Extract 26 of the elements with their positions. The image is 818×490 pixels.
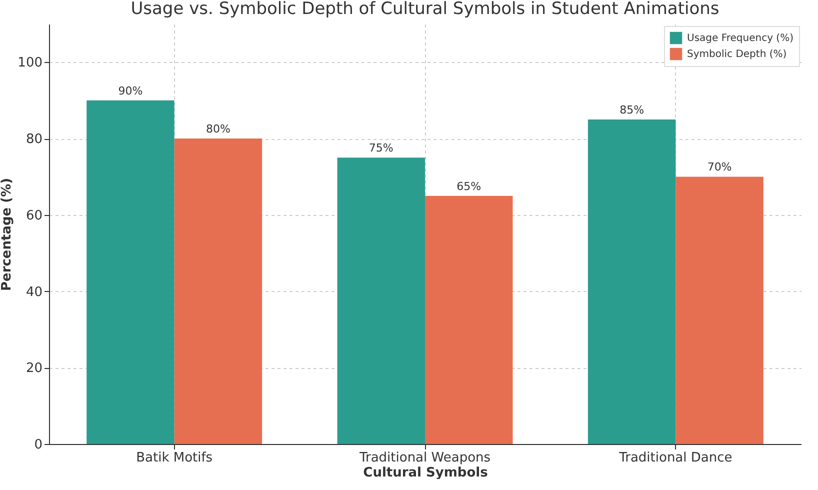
data-label: 80% xyxy=(206,122,230,136)
y-tick-label: 0 xyxy=(34,438,42,452)
y-tick-label: 40 xyxy=(26,284,42,300)
y-tick-label: 20 xyxy=(26,361,42,376)
y-tick-label: 60 xyxy=(26,208,42,224)
y-tick-label: 100 xyxy=(18,56,42,71)
data-label: 85% xyxy=(620,103,644,116)
bar xyxy=(337,158,425,444)
bar xyxy=(676,176,764,444)
bar xyxy=(588,119,676,444)
data-label: 70% xyxy=(707,160,732,174)
x-tick-label: Batik Motifs xyxy=(136,450,213,466)
bar xyxy=(425,196,513,444)
legend-label: Symbolic Depth (%) xyxy=(687,49,787,60)
data-label: 65% xyxy=(456,180,482,193)
x-tick-label: Traditional Weapons xyxy=(358,450,491,466)
data-label: 90% xyxy=(118,84,143,98)
x-tick-label: Traditional Dance xyxy=(618,450,732,466)
bar xyxy=(86,100,174,444)
y-axis-title: Percentage (%) xyxy=(0,178,15,292)
x-axis-title: Cultural Symbols xyxy=(363,466,488,480)
legend-label: Usage Frequency (%) xyxy=(687,33,794,44)
y-tick-label: 80 xyxy=(26,132,42,148)
data-label: 75% xyxy=(368,142,394,155)
chart-title: Usage vs. Symbolic Depth of Cultural Symbols in Student Animations xyxy=(130,0,720,19)
bar xyxy=(174,138,262,444)
